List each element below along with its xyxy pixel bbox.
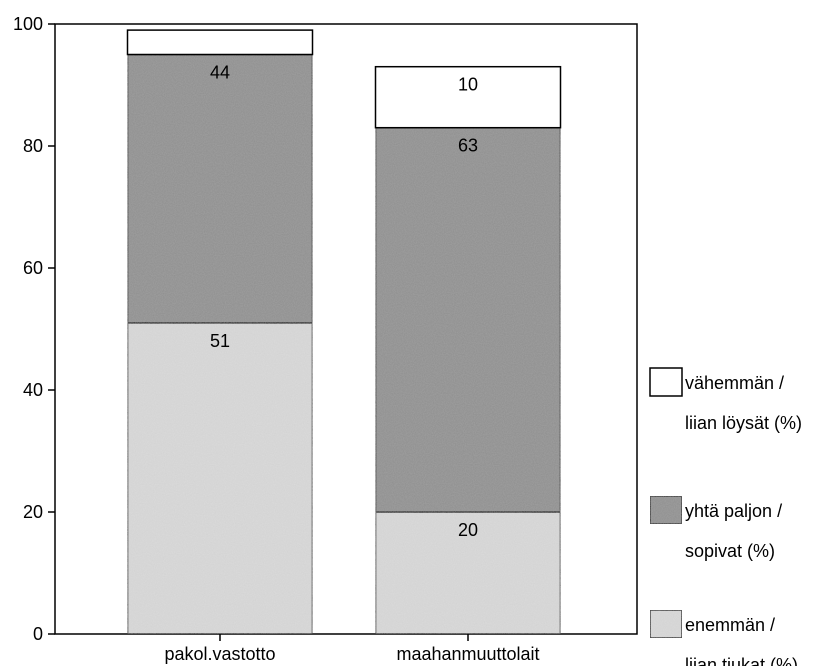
y-tick-label: 80 <box>23 136 43 156</box>
bar-segment-2-1 <box>126 53 314 324</box>
bar-segment-2-2 <box>374 126 562 513</box>
y-tick-label: 40 <box>23 380 43 400</box>
bar-segment-1-1 <box>126 322 314 635</box>
legend-swatch <box>649 495 683 525</box>
data-label: 44 <box>210 63 230 83</box>
legend-swatch <box>649 367 683 397</box>
data-label: 20 <box>458 520 478 540</box>
y-tick-label: 100 <box>13 14 43 34</box>
legend-swatch <box>649 609 683 639</box>
plot-frame <box>54 23 638 635</box>
legend-label: yhtä paljon / <box>685 501 782 521</box>
legend-label: vähemmän / <box>685 373 784 393</box>
legend-label: liian tiukat (%) <box>685 655 798 666</box>
y-tick-label: 60 <box>23 258 43 278</box>
bar-segment-3-1 <box>126 29 314 56</box>
legend-label: liian löysät (%) <box>685 413 802 433</box>
data-label: 63 <box>458 136 478 156</box>
bar-segment-3-2 <box>374 65 562 129</box>
data-label: 10 <box>458 75 478 95</box>
legend-label: sopivat (%) <box>685 541 775 561</box>
data-label: 51 <box>210 331 230 351</box>
y-tick-label: 0 <box>33 624 43 644</box>
x-category-label: maahanmuuttolait <box>396 644 539 664</box>
legend-label: enemmän / <box>685 615 775 635</box>
y-tick-label: 20 <box>23 502 43 522</box>
x-category-label: pakol.vastotto <box>164 644 275 664</box>
